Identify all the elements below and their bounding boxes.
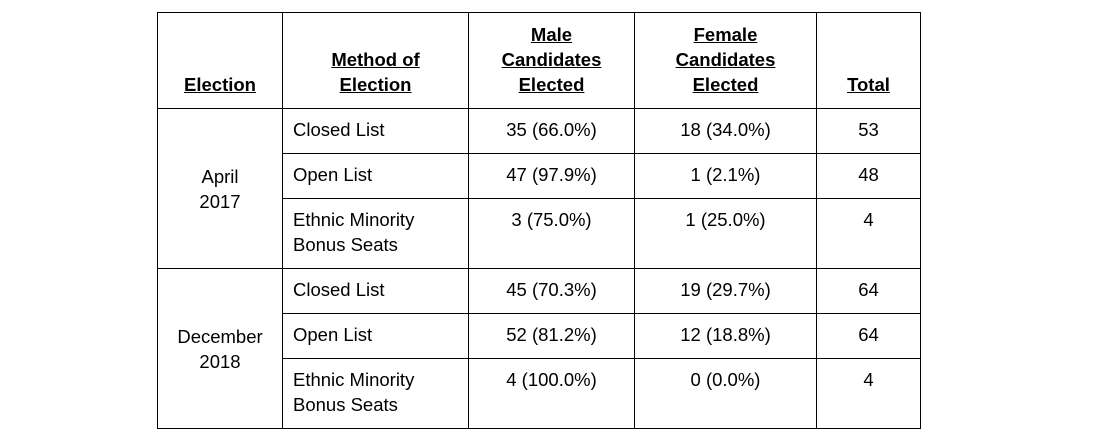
male-cell: 52 (81.2%) <box>468 313 635 359</box>
total-cell: 4 <box>816 198 921 269</box>
male-cell: 47 (97.9%) <box>468 153 635 199</box>
header-total: Total <box>816 12 921 109</box>
header-election: Election <box>157 12 283 109</box>
header-row: Election Method of Election Male Candida… <box>157 12 921 109</box>
method-cell: Ethnic Minority Bonus Seats <box>282 198 469 269</box>
table-row: Ethnic Minority Bonus Seats 4 (100.0%) 0… <box>158 358 921 429</box>
method-cell: Ethnic Minority Bonus Seats <box>282 358 469 429</box>
total-cell: 64 <box>816 268 921 314</box>
female-cell: 1 (2.1%) <box>634 153 817 199</box>
female-cell: 18 (34.0%) <box>634 108 817 154</box>
method-cell: Open List <box>282 313 469 359</box>
male-cell: 35 (66.0%) <box>468 108 635 154</box>
header-female-candidates-elected: Female Candidates Elected <box>634 12 817 109</box>
table-row: Open List 52 (81.2%) 12 (18.8%) 64 <box>158 313 921 359</box>
election-cell-april-2017: April 2017 <box>157 108 283 269</box>
header-method-of-election: Method of Election <box>282 12 469 109</box>
total-cell: 53 <box>816 108 921 154</box>
election-cell-december-2018: December 2018 <box>157 268 283 429</box>
male-cell: 4 (100.0%) <box>468 358 635 429</box>
total-cell: 64 <box>816 313 921 359</box>
female-cell: 1 (25.0%) <box>634 198 817 269</box>
table-row: December 2018 Closed List 45 (70.3%) 19 … <box>157 268 921 429</box>
male-cell: 3 (75.0%) <box>468 198 635 269</box>
female-cell: 0 (0.0%) <box>634 358 817 429</box>
total-cell: 48 <box>816 153 921 199</box>
female-cell: 19 (29.7%) <box>634 268 817 314</box>
table-row: April 2017 Closed List 35 (66.0%) 18 (34… <box>157 108 921 269</box>
male-cell: 45 (70.3%) <box>468 268 635 314</box>
election-results-table: Election Method of Election Male Candida… <box>157 12 921 429</box>
table-row: Ethnic Minority Bonus Seats 3 (75.0%) 1 … <box>158 198 921 269</box>
method-cell: Closed List <box>282 108 469 154</box>
table-row: Open List 47 (97.9%) 1 (2.1%) 48 <box>158 153 921 199</box>
header-male-candidates-elected: Male Candidates Elected <box>468 12 635 109</box>
total-cell: 4 <box>816 358 921 429</box>
female-cell: 12 (18.8%) <box>634 313 817 359</box>
method-cell: Open List <box>282 153 469 199</box>
method-cell: Closed List <box>282 268 469 314</box>
